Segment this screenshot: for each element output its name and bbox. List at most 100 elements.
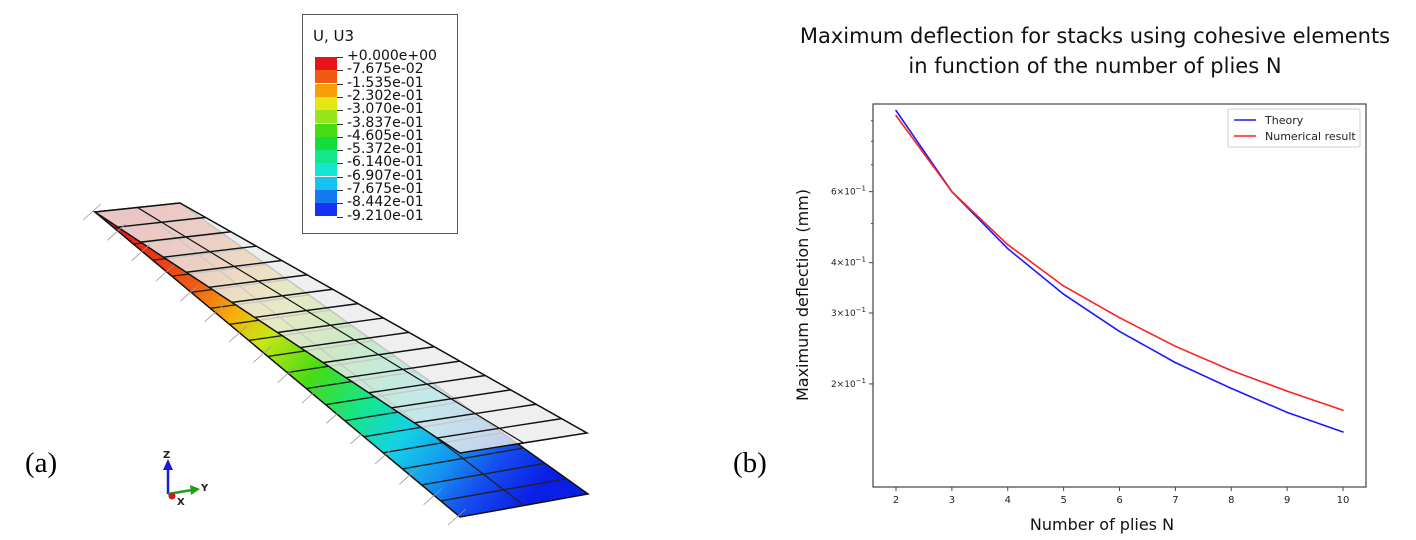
- triad-y-label: Y: [200, 483, 209, 494]
- y-tick-base: ×10: [837, 188, 856, 198]
- legend-tick: [337, 163, 343, 165]
- legend-color-swatch: [315, 150, 337, 164]
- x-axis-label: Number of plies N: [1030, 515, 1174, 534]
- data-point: [1342, 409, 1344, 412]
- triad-x-label: X: [177, 497, 185, 508]
- data-point: [1230, 369, 1233, 372]
- legend-tick: [337, 216, 343, 218]
- bc-mark: [204, 305, 223, 322]
- legend-tick: [337, 176, 343, 178]
- legend-value: -7.675e-01: [347, 181, 424, 197]
- x-tick-label: 5: [1060, 495, 1066, 506]
- fe-model-render: Z Y X: [82, 202, 590, 526]
- legend-value: -8.442e-01: [347, 194, 424, 211]
- x-tick-label: 2: [893, 495, 899, 506]
- chart-title-line-2: in function of the number of plies N: [908, 54, 1282, 78]
- x-axis-dot: [168, 492, 176, 500]
- legend-label-numerical: Numerical result: [1265, 130, 1356, 143]
- legend-row: +0.000e+00: [315, 48, 455, 70]
- legend-value: -5.372e-01: [347, 141, 424, 158]
- legend-value: -6.907e-01: [347, 167, 424, 184]
- bc-mark: [253, 346, 272, 363]
- legend-color-swatch: [315, 70, 337, 84]
- legend-tick: [337, 123, 343, 125]
- legend-value: -3.837e-01: [347, 114, 424, 131]
- bc-mark: [399, 468, 418, 485]
- data-point: [895, 109, 897, 112]
- series-line-numerical: [895, 115, 1344, 412]
- bc-mark: [82, 203, 102, 221]
- y-tick-label: 2×10−1: [831, 377, 866, 390]
- legend-value: -1.535e-01: [347, 74, 424, 91]
- y-tick-exponent: −1: [856, 377, 866, 385]
- data-point: [1006, 247, 1009, 250]
- legend-tick: [337, 203, 343, 205]
- legend-value: -7.675e-02: [347, 61, 424, 78]
- y-tick-mantissa: 3: [831, 309, 837, 319]
- data-point: [1118, 316, 1121, 319]
- y-tick-label: 4×10−1: [831, 256, 866, 269]
- y-axis-label: Maximum deflection (mm): [793, 189, 812, 401]
- bc-mark: [374, 447, 394, 465]
- upper-ply: [92, 202, 590, 454]
- legend-value: -6.140e-01: [347, 154, 424, 171]
- bc-mark: [301, 386, 321, 404]
- legend-value: -4.605e-01: [347, 127, 424, 144]
- series-line-theory: [895, 110, 1344, 433]
- legend-tick: [337, 83, 343, 85]
- legend-title: U, U3: [313, 27, 355, 45]
- legend-row: -1.535e-01: [315, 74, 455, 97]
- legend-label-theory: Theory: [1264, 114, 1304, 127]
- x-tick-label: 3: [949, 495, 955, 506]
- x-tick-label: 8: [1228, 495, 1234, 506]
- legend-color-swatch: [315, 83, 337, 97]
- chart-legend: Theory Numerical result: [1227, 108, 1361, 148]
- y-tick-mantissa: 2: [831, 380, 837, 390]
- legend-row: -9.210e-01: [315, 207, 455, 224]
- chart-title-line-1: Maximum deflection for stacks using cohe…: [799, 24, 1391, 48]
- legend-tick: [337, 150, 343, 152]
- legend-row: -5.372e-01: [315, 141, 455, 164]
- legend-color-swatch: [315, 110, 337, 124]
- legend-color-swatch: [315, 190, 337, 203]
- y-tick-exponent: −1: [856, 306, 866, 314]
- legend-value: -3.070e-01: [347, 101, 424, 118]
- data-point: [1118, 330, 1121, 333]
- data-point: [1174, 361, 1177, 364]
- contour-legend: U, U3 +0.000e+00 -7.675e-02 -1.535e-01 -2.3…: [302, 14, 458, 234]
- x-tick-label: 10: [1337, 495, 1350, 506]
- legend-value: +0.000e+00: [347, 48, 437, 64]
- legend-tick: [337, 136, 343, 138]
- y-tick-mantissa: 4: [831, 259, 837, 269]
- legend-row: -6.907e-01: [315, 167, 455, 190]
- x-tick-label: 9: [1284, 495, 1290, 506]
- bc-mark: [131, 244, 150, 261]
- z-arrow-head-icon: [163, 459, 173, 470]
- panel-label-a: (a): [25, 447, 58, 479]
- legend-tick: [337, 57, 343, 58]
- legend-row: -3.837e-01: [315, 114, 455, 137]
- legend-value: -9.210e-01: [347, 207, 424, 224]
- legend-frame: [1227, 108, 1361, 148]
- plot-area-frame: [872, 103, 1367, 488]
- legend-color-swatch: [315, 176, 337, 190]
- bc-mark: [423, 488, 442, 505]
- data-point: [1006, 243, 1009, 246]
- legend-color-swatch: [315, 123, 337, 137]
- legend-row: -8.442e-01: [315, 194, 455, 217]
- data-point: [1174, 345, 1177, 348]
- bc-mark: [180, 285, 199, 302]
- bc-mark: [155, 264, 175, 282]
- legend-color-swatch: [315, 163, 337, 177]
- x-tick-label: 7: [1172, 495, 1178, 506]
- legend-color-swatch: [315, 203, 337, 217]
- bc-mark: [107, 224, 126, 241]
- y-tick-base: ×10: [837, 380, 856, 390]
- bc-mark: [350, 427, 369, 444]
- legend-color-swatch: [315, 136, 337, 150]
- data-point: [951, 190, 953, 193]
- y-tick-label: 3×10−1: [831, 306, 866, 319]
- data-point: [1286, 390, 1288, 392]
- data-point: [895, 114, 897, 117]
